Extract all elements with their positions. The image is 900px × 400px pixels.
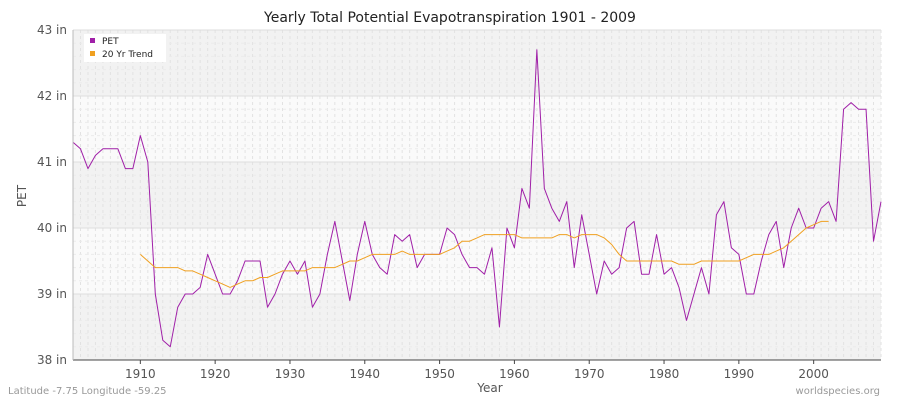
y-tick-label: 38 in xyxy=(37,353,67,367)
x-axis-label: Year xyxy=(476,381,502,395)
chart-title: Yearly Total Potential Evapotranspiratio… xyxy=(263,10,636,26)
y-tick-label: 41 in xyxy=(37,155,67,169)
y-tick-label: 42 in xyxy=(37,89,67,103)
legend: PET 20 Yr Trend xyxy=(84,34,166,62)
series-line-trend xyxy=(139,220,829,288)
x-tick-label: 1950 xyxy=(424,367,455,381)
x-tick-label: 2000 xyxy=(798,367,829,381)
y-tick-label: 40 in xyxy=(37,221,67,235)
x-tick-label: 1930 xyxy=(275,367,306,381)
axes xyxy=(72,30,881,364)
series-layer xyxy=(72,49,882,348)
footer-source: worldspecies.org xyxy=(796,386,880,397)
legend-swatch-trend xyxy=(90,51,95,56)
legend-swatch-pet xyxy=(90,38,95,43)
x-tick-label: 1940 xyxy=(350,367,381,381)
x-tick-label: 1920 xyxy=(200,367,231,381)
x-tick-label: 1980 xyxy=(649,367,680,381)
tick-labels: 38 in 39 in 40 in 41 in 42 in 43 in 1910 1920 19… xyxy=(37,23,829,381)
x-tick-label: 1960 xyxy=(499,367,530,381)
legend-box xyxy=(84,34,166,62)
legend-label-pet: PET xyxy=(102,37,119,47)
y-tick-label: 39 in xyxy=(37,287,67,301)
y-axis-label: PET xyxy=(15,184,29,207)
x-tick-label: 1910 xyxy=(125,367,156,381)
series-line-pet xyxy=(72,49,882,348)
footer-coordinates: Latitude -7.75 Longitude -59.25 xyxy=(8,386,167,397)
x-tick-label: 1970 xyxy=(574,367,605,381)
legend-label-trend: 20 Yr Trend xyxy=(102,50,153,60)
x-tick-label: 1990 xyxy=(724,367,755,381)
y-tick-label: 43 in xyxy=(37,23,67,37)
